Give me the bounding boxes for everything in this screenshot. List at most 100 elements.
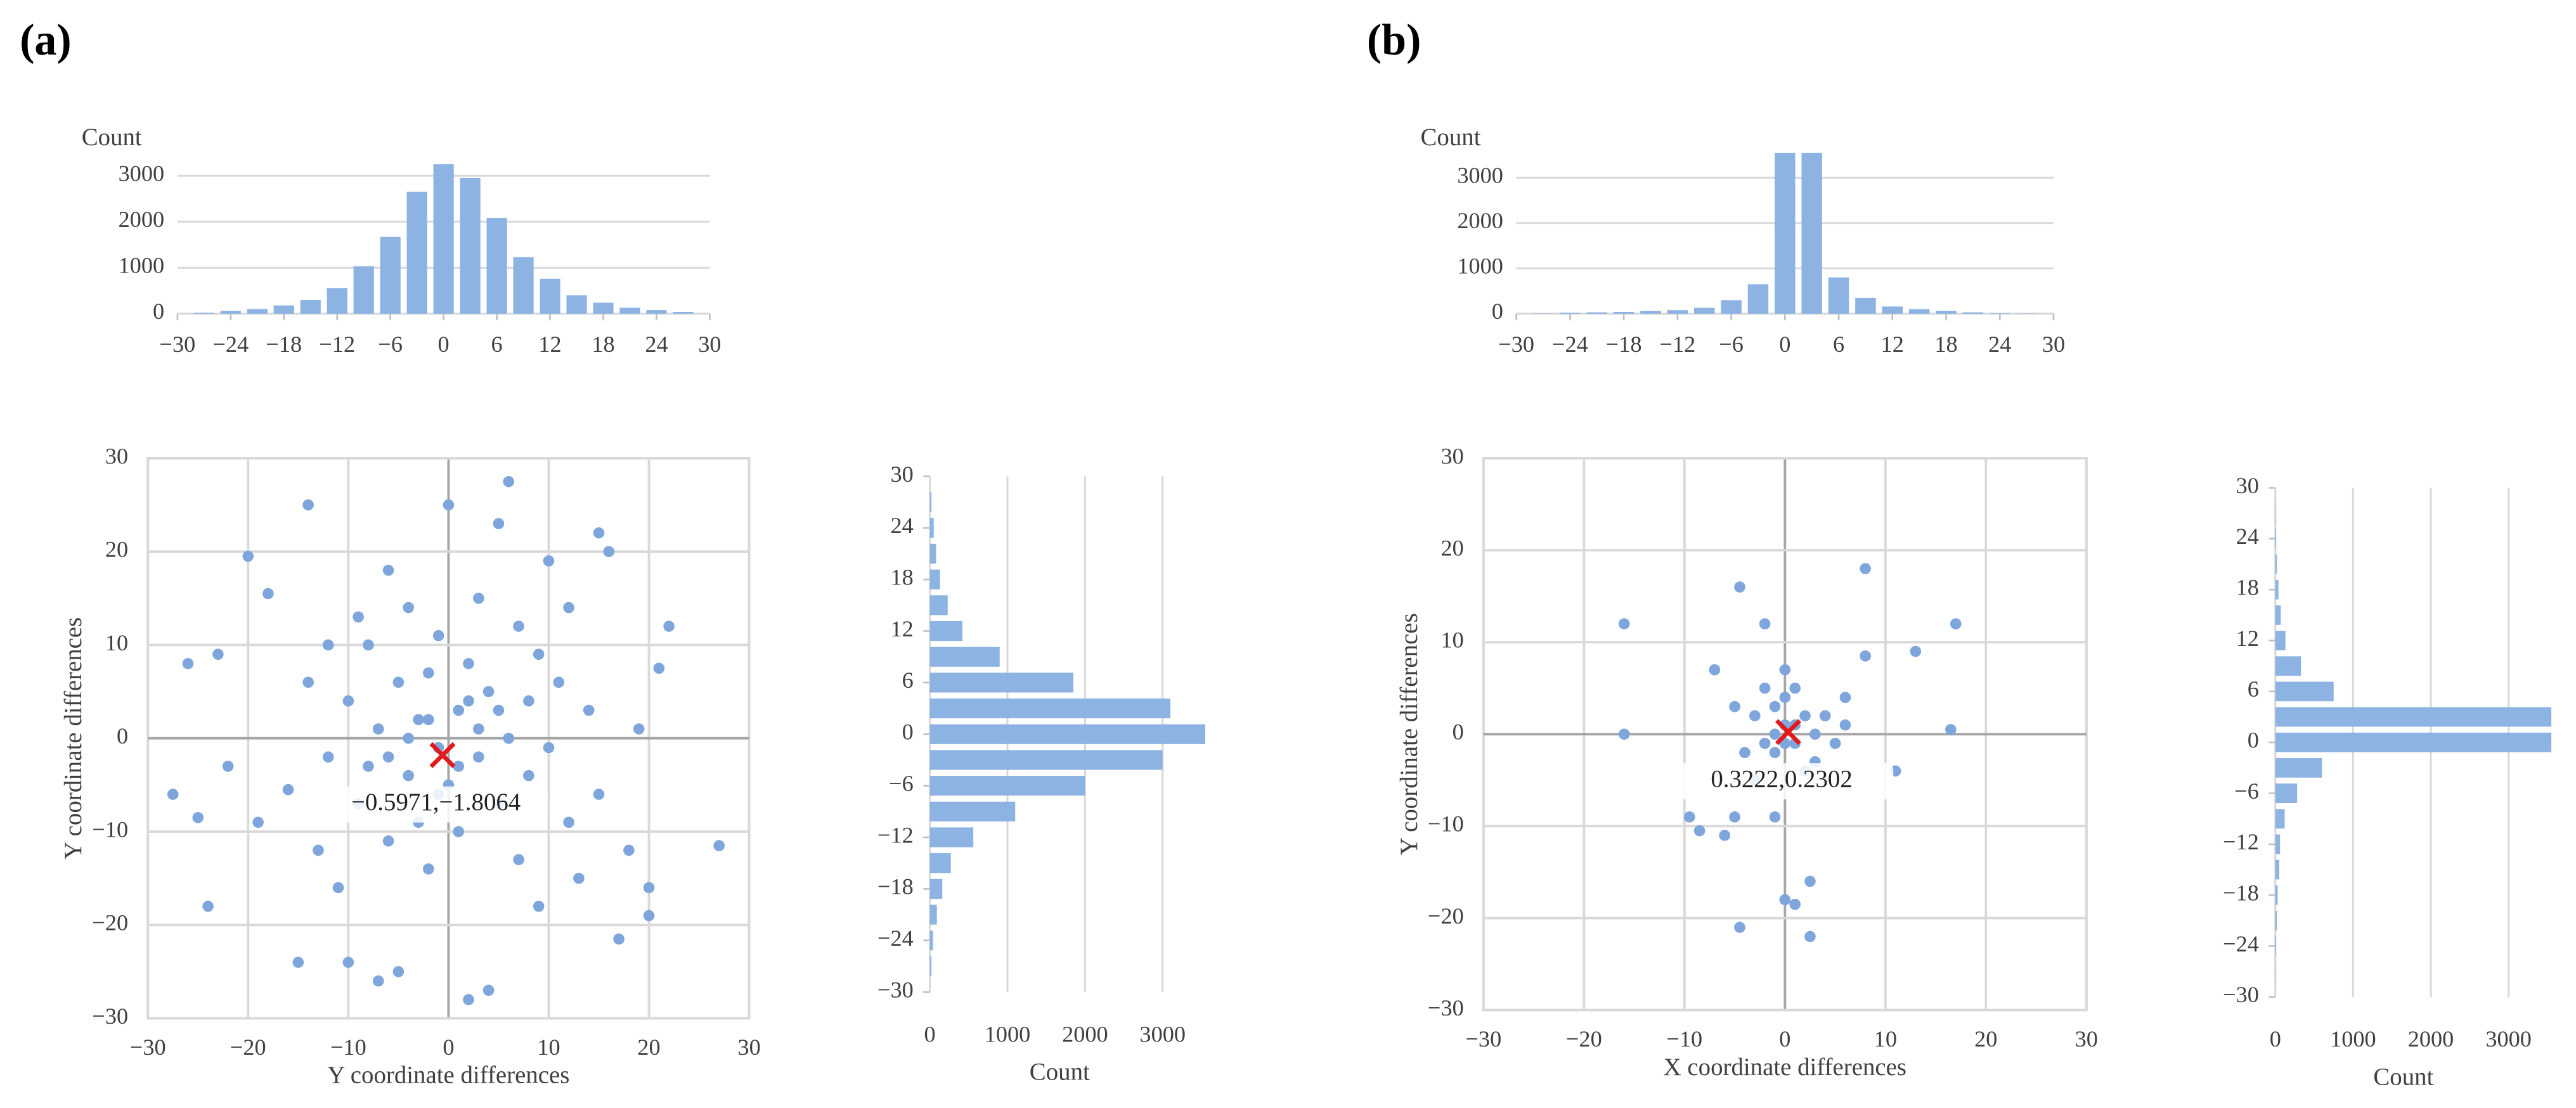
x-tick-label: 2000 [2408, 1026, 2454, 1052]
x-tick-label: 20 [1974, 1026, 1997, 1052]
x-tick-label: −24 [1552, 332, 1588, 357]
y-tick-label: 20 [1440, 535, 1463, 560]
x-axis-label: Y coordinate differences [327, 1062, 569, 1089]
x-tick-label: −6 [378, 332, 403, 357]
y-tick-label: 0 [1492, 299, 1503, 324]
scatter-point [302, 676, 314, 688]
y-tick-label: −24 [2223, 931, 2259, 957]
scatter-point [403, 770, 415, 782]
scatter-point [342, 957, 354, 968]
x-tick-label: 0 [1779, 1026, 1790, 1052]
scatter-point [1779, 692, 1791, 704]
y-tick-label: −30 [877, 977, 914, 1002]
scatter-point [212, 648, 224, 660]
x-tick-label: 18 [592, 332, 614, 357]
bar [2275, 885, 2278, 905]
scatter-point [182, 658, 194, 669]
bar [929, 776, 1085, 796]
x-tick-label: 1000 [985, 1021, 1031, 1047]
y-tick-label: −20 [1428, 903, 1464, 929]
y-tick-label: 3000 [119, 161, 165, 186]
scatter-point [422, 667, 434, 679]
scatter-point [392, 966, 405, 977]
scatter-point [613, 933, 625, 945]
scatter-point [302, 499, 314, 511]
x-tick-label: −10 [1666, 1026, 1702, 1052]
bar [673, 312, 694, 314]
y-tick-label: 6 [902, 667, 914, 693]
scatter-point [363, 639, 374, 651]
x-tick-label: 3000 [2485, 1026, 2532, 1052]
x-tick-label: −10 [330, 1034, 366, 1060]
bar [2275, 962, 2276, 982]
scatter-point [1819, 710, 1831, 722]
x-tick-label: 24 [1988, 332, 2011, 357]
scatter-point [463, 695, 474, 707]
scatter-point [372, 975, 384, 987]
scatter-point [643, 910, 655, 922]
x-tick-label: 6 [491, 332, 503, 357]
y-tick-label: 0 [902, 719, 914, 745]
scatter-point [262, 588, 274, 600]
y-tick-label: −12 [877, 822, 914, 847]
y-tick-label: 10 [105, 630, 128, 655]
scatter-point [192, 812, 204, 823]
scatter-point [493, 704, 505, 716]
mean-label-box [1669, 763, 1894, 800]
y-tick-label: −18 [877, 874, 914, 899]
y-tick-label: 6 [2248, 676, 2259, 702]
y-tick-label: −18 [2223, 880, 2259, 906]
y-tick-label: 24 [2236, 524, 2259, 549]
bar [1721, 300, 1742, 314]
scatter-point [583, 704, 595, 716]
scatter-point [292, 957, 304, 968]
bar [1990, 313, 2010, 314]
y-tick-label: 18 [2236, 575, 2259, 600]
scatter-point [493, 518, 505, 529]
x-tick-label: 20 [637, 1034, 660, 1060]
scatter-point [543, 742, 555, 754]
x-tick-label: 6 [1833, 332, 1844, 357]
x-tick-label: −30 [1498, 332, 1534, 357]
scatter-point [663, 621, 675, 632]
scatter-point [1804, 931, 1816, 943]
scatter-point [533, 900, 545, 912]
x-tick-label: 0 [924, 1021, 936, 1047]
scatter-point [403, 602, 415, 614]
x-axis-label: Count [2373, 1063, 2433, 1090]
scatter-point [1618, 618, 1630, 629]
x-tick-label: 30 [737, 1034, 760, 1060]
bar [619, 307, 640, 314]
y-tick-label: 2000 [1457, 208, 1503, 233]
bar [327, 288, 347, 314]
scatter-point [1759, 737, 1771, 749]
x-tick-label: 3000 [1139, 1021, 1186, 1047]
scatter-point [1945, 724, 1957, 735]
bar [193, 312, 214, 314]
scatter-point [593, 527, 605, 539]
scatter-point [1860, 650, 1871, 662]
scatter-point [563, 602, 574, 614]
x-tick-label: 24 [645, 332, 668, 357]
scatter-point [1779, 664, 1791, 676]
bar [2275, 809, 2285, 829]
scatter-point [513, 854, 524, 865]
y-tick-label: 12 [890, 616, 913, 641]
scatter-point [1860, 563, 1871, 574]
bar [300, 300, 321, 314]
bar [2275, 605, 2281, 625]
scatter-point [1950, 618, 1962, 629]
y-tick-label: 30 [105, 443, 128, 468]
scatter-point [392, 676, 405, 688]
y-tick-label: −30 [1428, 995, 1464, 1021]
bar [646, 310, 667, 314]
scatter-point [1809, 728, 1821, 740]
y-tick-label: 18 [890, 564, 913, 589]
y-tick-label: 30 [890, 461, 913, 487]
y-tick-label: 0 [2248, 728, 2259, 753]
y-axis-label: Y coordinate differences [60, 617, 87, 860]
scatter-point [503, 732, 515, 744]
x-tick-label: −6 [1719, 332, 1744, 357]
